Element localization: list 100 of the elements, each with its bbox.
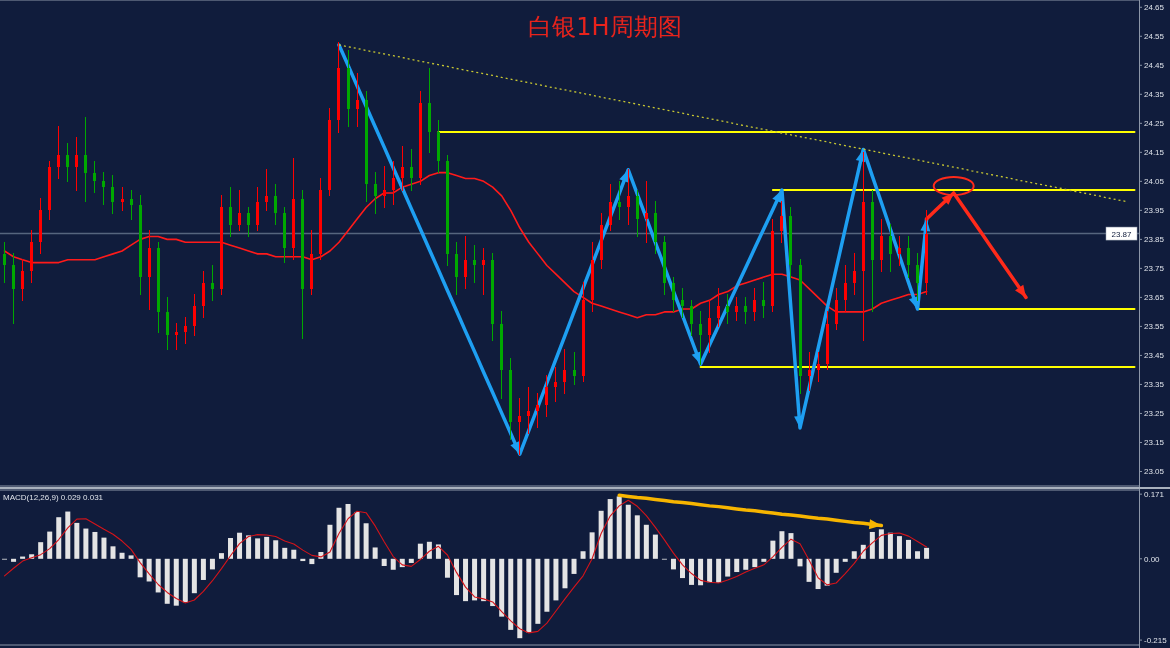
candlestick: [383, 166, 386, 208]
y-tick-label: 24.15: [1144, 148, 1165, 158]
bar: [237, 532, 243, 559]
y-tick-label: 23.65: [1144, 293, 1165, 303]
candlestick: [482, 248, 485, 295]
bar: [128, 555, 134, 559]
bar: [553, 558, 559, 601]
bar: [417, 543, 423, 559]
bar: [815, 558, 821, 590]
bar: [878, 529, 884, 559]
bar: [625, 504, 631, 559]
bar: [273, 540, 279, 559]
bar: [191, 558, 197, 594]
y-tick-label: 23.55: [1144, 322, 1165, 332]
bar: [246, 535, 252, 559]
bar: [797, 558, 803, 567]
bar: [345, 503, 351, 559]
y-tick-label: 23.85: [1144, 235, 1165, 245]
bar: [734, 558, 740, 573]
bar: [463, 558, 469, 602]
bar: [616, 496, 622, 559]
bar: [490, 558, 496, 607]
bar: [381, 558, 387, 566]
bar: [634, 515, 640, 559]
y-tick-label: 23.95: [1144, 206, 1165, 216]
y-tick-label: 24.05: [1144, 177, 1165, 187]
bar: [354, 511, 360, 559]
bar: [833, 558, 839, 573]
bar: [905, 539, 911, 559]
candlestick: [527, 387, 530, 434]
bar: [65, 511, 71, 559]
bar: [182, 558, 188, 603]
bar: [264, 536, 270, 559]
bar: [743, 558, 749, 570]
bar: [517, 558, 523, 639]
bar: [454, 558, 459, 596]
bar: [372, 547, 378, 559]
bar: [499, 558, 505, 617]
bar: [255, 538, 261, 559]
candlestick: [175, 323, 178, 350]
candlestick: [645, 181, 648, 243]
line-series: [3, 171, 928, 319]
bar: [74, 522, 80, 559]
bar: [363, 523, 369, 559]
bar: [282, 547, 288, 559]
candlestick: [618, 181, 621, 220]
bar: [92, 531, 98, 559]
bar: [716, 558, 722, 583]
bar: [788, 533, 794, 559]
chart-title: MACD(12,26,9) 0.029 0.031: [3, 493, 104, 502]
ref-line-label: 23.87: [1111, 229, 1133, 239]
bar: [562, 558, 568, 589]
bar: [725, 558, 731, 577]
bar: [598, 510, 604, 559]
bar: [408, 558, 414, 563]
bar: [842, 558, 848, 562]
bar: [472, 558, 478, 601]
bar: [218, 553, 224, 559]
bar: [20, 556, 26, 559]
bar: [535, 558, 541, 624]
candlestick: [554, 367, 557, 402]
y-tick-label: 0.171: [1144, 490, 1165, 500]
bar: [652, 534, 658, 559]
y-tick-label: 24.35: [1144, 90, 1165, 100]
bar: [119, 552, 125, 559]
y-tick-label: 24.65: [1144, 3, 1165, 13]
bar: [508, 558, 514, 630]
y-tick-label: 24.25: [1144, 119, 1165, 129]
y-tick-label: 23.05: [1144, 467, 1165, 477]
bar: [752, 558, 758, 568]
bar: [327, 524, 333, 559]
y-tick-label: 24.55: [1144, 32, 1165, 42]
y-tick-label: 23.75: [1144, 264, 1165, 274]
line-series: [337, 43, 929, 456]
bar: [38, 542, 44, 559]
bar: [643, 524, 649, 559]
candlestick: [518, 398, 521, 455]
bar: [707, 558, 713, 583]
y-tick-label: 0.00: [1144, 554, 1161, 564]
bar: [851, 551, 857, 559]
bar: [173, 558, 179, 606]
bar: [571, 558, 577, 574]
bar: [200, 558, 206, 580]
y-tick-label: 23.45: [1144, 351, 1165, 361]
bar: [444, 558, 450, 578]
line-series: [338, 44, 1127, 203]
bar: [607, 499, 613, 559]
bar: [698, 558, 704, 586]
bar: [11, 558, 17, 562]
bar: [689, 558, 695, 585]
bar: [300, 558, 306, 562]
text: 白银1H周期图: [528, 13, 682, 41]
bar: [47, 531, 53, 559]
bar: [670, 558, 676, 570]
y-tick-label: 23.15: [1144, 438, 1165, 448]
candlestick: [121, 187, 124, 211]
bar: [887, 532, 893, 559]
bar: [110, 546, 116, 559]
bar: [309, 558, 315, 565]
bar: [291, 549, 297, 559]
